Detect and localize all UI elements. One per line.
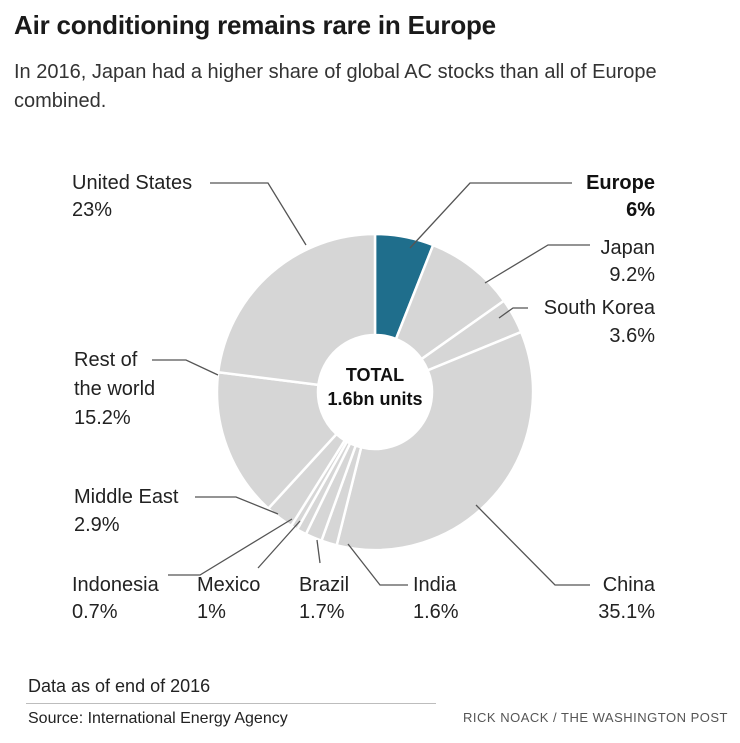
label-europe-name: Europe — [586, 172, 655, 194]
donut-slices — [215, 232, 535, 552]
label-indonesia-pct: 0.7% — [72, 601, 118, 623]
label-india-pct: 1.6% — [413, 601, 459, 623]
label-rest-of-world-line2: the world — [74, 378, 155, 400]
source-note: Source: International Energy Agency — [28, 710, 288, 727]
leader-line-indonesia — [168, 518, 293, 576]
label-china-name: China — [603, 574, 656, 596]
chart-subtitle: In 2016, Japan had a higher share of glo… — [14, 61, 657, 112]
label-mexico-pct: 1% — [197, 601, 226, 623]
footer-divider — [26, 703, 436, 704]
label-china-pct: 35.1% — [598, 601, 655, 623]
label-united-states-pct: 23% — [72, 199, 112, 221]
label-rest-of-world-pct: 15.2% — [74, 407, 131, 429]
slice-united-states — [216, 232, 377, 387]
leader-line-south-korea — [498, 307, 528, 319]
label-japan-name: Japan — [601, 237, 656, 259]
leader-line-brazil — [316, 539, 321, 564]
label-south-korea-name: South Korea — [544, 297, 656, 319]
label-mexico-name: Mexico — [197, 574, 260, 596]
leader-line-japan — [484, 244, 590, 284]
label-middle-east-name: Middle East — [74, 486, 179, 508]
label-south-korea-pct: 3.6% — [609, 325, 655, 347]
label-india-name: India — [413, 574, 457, 596]
leader-line-china — [475, 504, 590, 586]
credit-line: RICK NOACK / THE WASHINGTON POST — [463, 710, 728, 725]
label-brazil-name: Brazil — [299, 574, 349, 596]
label-rest-of-world-line1: Rest of — [74, 349, 138, 371]
slice-china — [335, 330, 535, 552]
label-united-states-name: United States — [72, 172, 192, 194]
leader-line-rest-of-world — [152, 359, 219, 376]
label-indonesia-name: Indonesia — [72, 574, 160, 596]
data-date-note: Data as of end of 2016 — [28, 676, 211, 696]
leader-line-india — [347, 543, 408, 586]
center-total-label: TOTAL — [346, 365, 404, 385]
leader-line-europe — [409, 182, 572, 249]
leader-line-united-states — [210, 182, 307, 246]
chart-title: Air conditioning remains rare in Europe — [14, 10, 496, 40]
label-europe-pct: 6% — [626, 199, 655, 221]
center-units-label: 1.6bn units — [327, 389, 422, 409]
leader-lines — [152, 182, 590, 586]
label-brazil-pct: 1.7% — [299, 601, 345, 623]
leader-line-middle-east — [195, 496, 279, 515]
leader-line-mexico — [257, 520, 301, 569]
slice-rest-of-the-world — [215, 370, 339, 511]
label-middle-east-pct: 2.9% — [74, 514, 120, 536]
label-japan-pct: 9.2% — [609, 264, 655, 286]
